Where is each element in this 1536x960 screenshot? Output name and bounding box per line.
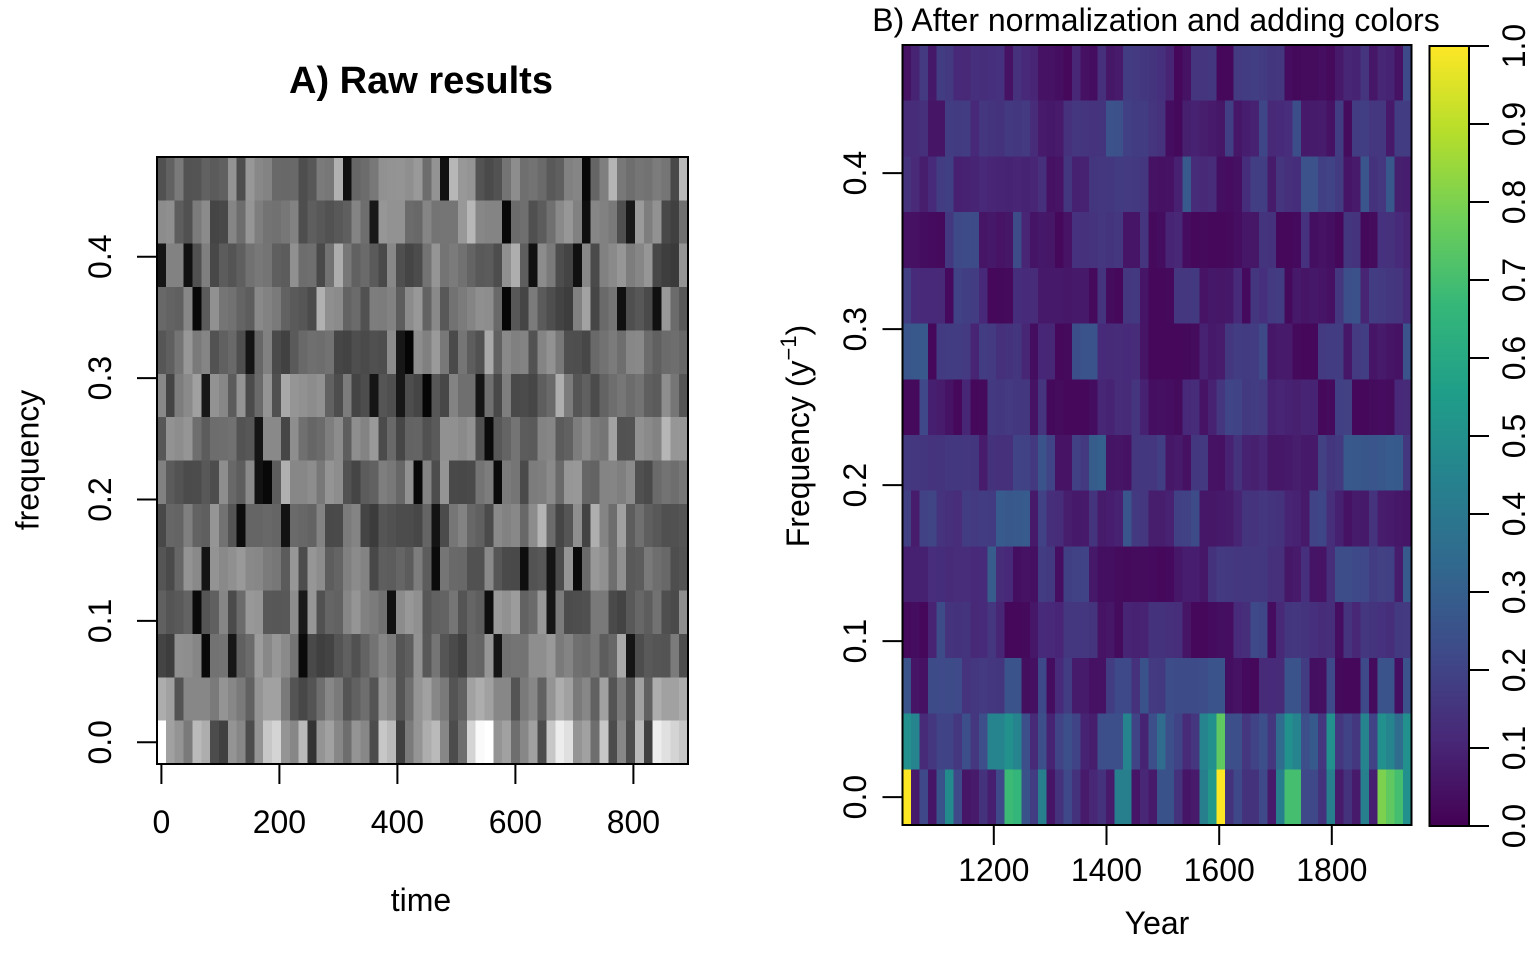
svg-text:0.4: 0.4 bbox=[82, 234, 118, 278]
svg-text:0.0: 0.0 bbox=[1496, 804, 1532, 848]
svg-text:0.7: 0.7 bbox=[1496, 258, 1532, 302]
svg-text:0.8: 0.8 bbox=[1496, 180, 1532, 224]
svg-text:1600: 1600 bbox=[1184, 852, 1255, 888]
svg-text:Year: Year bbox=[1125, 905, 1190, 941]
svg-text:0.4: 0.4 bbox=[837, 151, 873, 195]
svg-text:0.0: 0.0 bbox=[837, 775, 873, 819]
svg-text:0.2: 0.2 bbox=[837, 463, 873, 507]
svg-text:0.3: 0.3 bbox=[837, 307, 873, 351]
svg-text:0.3: 0.3 bbox=[82, 356, 118, 400]
svg-text:1400: 1400 bbox=[1071, 852, 1142, 888]
svg-text:800: 800 bbox=[607, 804, 660, 840]
svg-text:0.2: 0.2 bbox=[82, 477, 118, 521]
svg-text:200: 200 bbox=[253, 804, 306, 840]
svg-text:time: time bbox=[391, 882, 451, 918]
svg-text:0.1: 0.1 bbox=[82, 599, 118, 643]
svg-text:0.3: 0.3 bbox=[1496, 570, 1532, 614]
svg-text:0.4: 0.4 bbox=[1496, 492, 1532, 536]
svg-text:0.6: 0.6 bbox=[1496, 336, 1532, 380]
svg-text:600: 600 bbox=[489, 804, 542, 840]
svg-text:0.1: 0.1 bbox=[1496, 726, 1532, 770]
svg-text:B) After normalization and add: B) After normalization and adding colors bbox=[872, 2, 1439, 38]
svg-text:0.2: 0.2 bbox=[1496, 648, 1532, 692]
svg-text:1200: 1200 bbox=[958, 852, 1029, 888]
svg-text:frequency: frequency bbox=[10, 390, 46, 531]
svg-text:1800: 1800 bbox=[1296, 852, 1367, 888]
svg-text:0: 0 bbox=[153, 804, 171, 840]
svg-text:400: 400 bbox=[371, 804, 424, 840]
svg-text:0.9: 0.9 bbox=[1496, 102, 1532, 146]
svg-text:1.0: 1.0 bbox=[1496, 24, 1532, 68]
svg-text:0.5: 0.5 bbox=[1496, 414, 1532, 458]
svg-text:A) Raw results: A) Raw results bbox=[289, 60, 553, 102]
svg-text:Frequency (y−1): Frequency (y−1) bbox=[776, 325, 817, 547]
svg-text:0.1: 0.1 bbox=[837, 619, 873, 663]
svg-text:0.0: 0.0 bbox=[82, 720, 118, 764]
